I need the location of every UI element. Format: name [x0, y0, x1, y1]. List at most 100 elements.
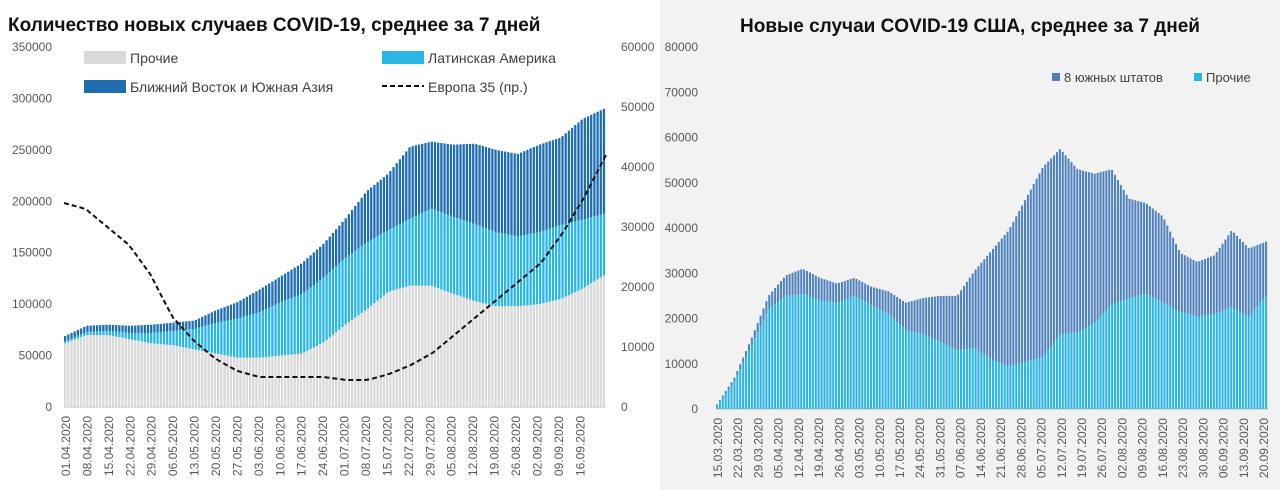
bar-latin-america — [411, 217, 414, 286]
bar-latin-america — [134, 332, 137, 341]
bar-prochie — [1140, 294, 1143, 409]
bar-prochie — [440, 289, 443, 407]
bar-prochie — [115, 336, 118, 407]
bar-prochie — [386, 292, 389, 407]
bar-prochie — [491, 305, 494, 407]
x-tick-label: 01.07.2020 — [338, 416, 352, 476]
bar-latin-america — [586, 218, 590, 286]
x-tick-label: 26.08.2020 — [509, 416, 523, 476]
bar-prochie — [417, 285, 421, 407]
bar-8-southern-states — [1137, 201, 1140, 296]
bar-8-southern-states — [1198, 261, 1201, 316]
bar-middle-east — [392, 167, 395, 228]
bar-8-southern-states — [1212, 255, 1215, 315]
bar-prochie — [1172, 307, 1175, 409]
bar-prochie — [338, 329, 341, 407]
x-tick-label: 29.03.2020 — [751, 418, 765, 478]
bar-prochie — [137, 340, 140, 407]
bar-middle-east — [153, 324, 156, 333]
bar-8-southern-states — [1262, 242, 1265, 300]
bar-middle-east — [446, 143, 449, 215]
bar-8-southern-states — [922, 298, 925, 335]
bar-prochie — [759, 326, 762, 409]
bar-8-southern-states — [1018, 210, 1021, 364]
bar-prochie — [826, 301, 829, 409]
bar-prochie — [357, 315, 360, 407]
bar-prochie — [523, 305, 526, 407]
bar-latin-america — [99, 331, 102, 335]
bar-prochie — [788, 295, 791, 409]
bar-8-southern-states — [983, 259, 986, 355]
bar-8-southern-states — [1047, 161, 1050, 351]
bar-prochie — [968, 348, 971, 409]
bar-latin-america — [440, 212, 443, 290]
bar-latin-america — [507, 234, 510, 307]
bar-8-southern-states — [1192, 259, 1195, 316]
bar-8-southern-states — [1218, 247, 1221, 312]
bar-middle-east — [95, 325, 99, 332]
bar-prochie — [459, 296, 462, 407]
y-axis-left: 0 50000 100000 150000 200000 250000 300000 3500… — [12, 40, 52, 414]
bar-prochie — [350, 319, 354, 407]
bar-prochie — [727, 389, 730, 409]
bar-middle-east — [535, 145, 539, 233]
bar-middle-east — [319, 246, 322, 281]
bar-8-southern-states — [1256, 245, 1259, 307]
bar-latin-america — [303, 292, 306, 353]
bar-prochie — [1233, 308, 1236, 409]
bar-latin-america — [497, 232, 500, 307]
bar-middle-east — [220, 308, 223, 322]
bar-middle-east — [185, 321, 188, 330]
bar-middle-east — [223, 307, 226, 322]
bar-8-southern-states — [1201, 260, 1204, 316]
bar-prochie — [919, 333, 922, 409]
bar-prochie — [392, 290, 395, 407]
bar-middle-east — [513, 153, 516, 236]
bar-latin-america — [475, 224, 478, 302]
bar-8-southern-states — [808, 272, 811, 297]
bar-prochie — [99, 335, 102, 407]
bar-prochie — [1131, 297, 1134, 409]
bar-middle-east — [523, 151, 526, 236]
bar-prochie — [306, 350, 309, 407]
bar-prochie — [774, 304, 777, 409]
bar-latin-america — [433, 209, 437, 287]
bar-prochie — [507, 306, 510, 407]
bar-latin-america — [293, 296, 296, 355]
bar-prochie — [1090, 324, 1093, 409]
bar-latin-america — [472, 223, 475, 301]
bar-8-southern-states — [849, 279, 852, 298]
bar-middle-east — [577, 122, 580, 221]
bar-latin-america — [430, 208, 433, 286]
bar-prochie — [916, 332, 919, 409]
bar-middle-east — [264, 285, 268, 310]
bar-8-southern-states — [823, 279, 826, 301]
bar-prochie — [264, 356, 268, 407]
bar-8-southern-states — [832, 282, 835, 303]
bar-middle-east — [545, 142, 548, 230]
x-tick-label: 31.05.2020 — [933, 418, 947, 478]
bar-8-southern-states — [948, 295, 951, 347]
bar-middle-east — [516, 153, 520, 237]
bar-middle-east — [252, 293, 255, 315]
bar-latin-america — [392, 227, 395, 291]
bar-latin-america — [245, 315, 249, 358]
bar-latin-america — [379, 234, 382, 299]
bar-middle-east — [357, 201, 360, 249]
bar-8-southern-states — [840, 282, 843, 301]
bar-prochie — [462, 297, 465, 407]
bar-latin-america — [140, 332, 143, 342]
bar-prochie — [344, 324, 347, 407]
bar-8-southern-states — [1012, 221, 1015, 365]
bar-latin-america — [510, 235, 513, 307]
bar-middle-east — [532, 147, 535, 234]
bar-prochie — [593, 281, 596, 407]
bar-prochie — [95, 335, 99, 407]
bar-prochie — [899, 324, 902, 409]
bar-latin-america — [395, 225, 398, 290]
bar-prochie — [875, 307, 878, 409]
bar-prochie — [1206, 314, 1210, 409]
bar-latin-america — [105, 330, 108, 335]
x-tick-label: 22.07.2020 — [402, 416, 416, 476]
bar-latin-america — [130, 332, 134, 340]
